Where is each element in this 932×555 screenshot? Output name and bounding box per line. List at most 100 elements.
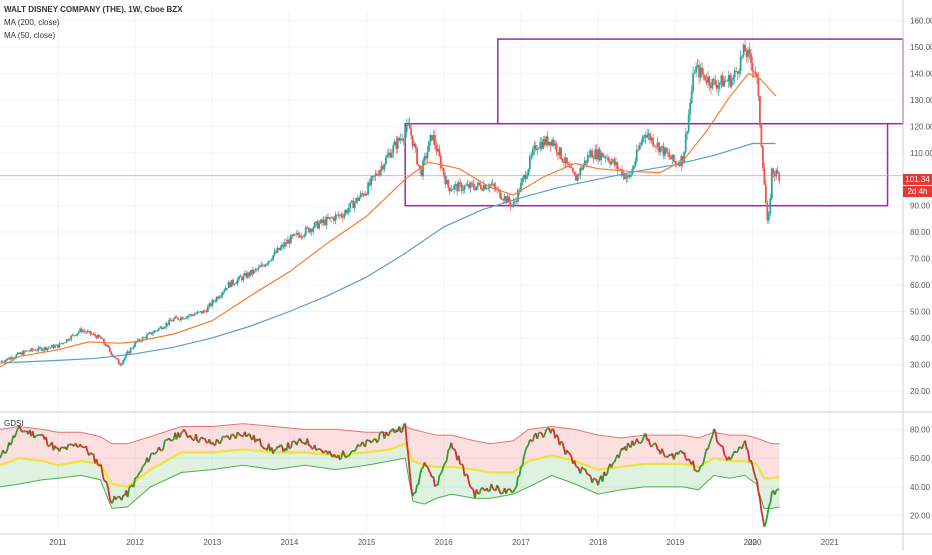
candle-body (32, 349, 34, 351)
gdsi-segment (172, 440, 173, 441)
ma200-legend[interactable]: MA (200, close) (4, 17, 60, 28)
candle-body (513, 202, 515, 204)
candle-body (689, 103, 691, 115)
price-tick-label: 50.00 (910, 307, 931, 316)
candle-body (717, 85, 719, 89)
price-tick-label: 40.00 (910, 334, 931, 343)
candle-body (734, 71, 736, 78)
candle-body (719, 83, 721, 85)
gdsi-segment (184, 430, 185, 432)
candle-body (686, 132, 688, 134)
candle-body (63, 343, 65, 344)
candle-body (438, 149, 440, 156)
price-tick-label: 30.00 (910, 360, 931, 369)
candle-body (148, 333, 150, 334)
time-tick-label: 2017 (512, 538, 530, 547)
candle-body (723, 81, 725, 87)
gdsi-segment (154, 453, 155, 454)
countdown-tag: 2d 4h (903, 186, 932, 197)
candle-body (458, 182, 460, 191)
ma50-line (0, 74, 776, 368)
candle-body (526, 175, 528, 179)
gdsi-segment (527, 445, 528, 447)
candle-body (170, 320, 172, 321)
candle-body (84, 331, 86, 332)
candle-body (240, 276, 242, 277)
candle-body (772, 168, 774, 174)
candle-body (78, 332, 80, 334)
candle-body (226, 288, 228, 289)
gdsi-segment (448, 448, 449, 450)
candle-body (131, 348, 133, 349)
gdsi-segment (190, 435, 191, 437)
candle-body (47, 348, 49, 350)
candle-body (406, 124, 408, 132)
time-tick-label: 2018 (589, 538, 607, 547)
gdsi-segment (698, 471, 699, 472)
candle-body (427, 151, 429, 158)
candle-body (384, 164, 386, 169)
gdsi-segment (281, 445, 282, 447)
gdsi-segment (606, 474, 607, 476)
price-tick-label: 70.00 (910, 255, 931, 264)
gdsi-segment (212, 442, 213, 444)
candle-body (763, 168, 765, 185)
candle-body (312, 228, 314, 232)
gdsi-tick-label: 80.00 (910, 425, 931, 434)
gdsi-tick-label: 60.00 (910, 454, 931, 463)
candle-body (272, 255, 274, 260)
gdsi-segment (21, 430, 22, 432)
candle-body (452, 189, 454, 190)
gdsi-segment (156, 451, 157, 453)
gdsi-legend[interactable]: GDSI (4, 419, 24, 428)
gdsi-segment (718, 443, 719, 444)
gdsi-segment (91, 453, 92, 454)
candle-body (121, 364, 123, 366)
candle-body (493, 184, 495, 187)
candle-body (479, 183, 481, 185)
gdsi-segment (435, 485, 436, 487)
time-tick-label: 2012 (126, 538, 144, 547)
candle-body (440, 156, 442, 168)
candle-body (158, 328, 160, 330)
candle-body (536, 149, 538, 150)
candle-body (223, 291, 225, 293)
gdsi-segment (362, 442, 363, 444)
candle-body (758, 78, 760, 96)
gdsi-segment (237, 432, 238, 434)
ma50-legend[interactable]: MA (50, close) (4, 30, 55, 41)
candle-body (778, 173, 780, 181)
candle-body (755, 72, 757, 74)
candle-body (349, 203, 351, 209)
candle-body (573, 172, 575, 175)
gdsi-segment (493, 488, 494, 489)
candle-body (290, 235, 292, 243)
candle-body (530, 155, 532, 156)
candle-body (376, 174, 378, 175)
gdsi-segment (71, 444, 72, 445)
price-tick-label: 120.00 (910, 122, 932, 131)
candle-body (69, 340, 71, 341)
indicator-pane[interactable] (0, 424, 780, 527)
candle-body (608, 158, 610, 162)
candle-body (94, 334, 96, 336)
candle-body (253, 270, 255, 274)
candle-body (465, 186, 467, 187)
time-tick-label: 2014 (281, 538, 299, 547)
gdsi-segment (512, 491, 513, 492)
gdsi-segment (546, 429, 547, 430)
chart-title: WALT DISNEY COMPANY (THE), 1W, Cboe BZX (4, 4, 183, 15)
candle-body (335, 215, 337, 221)
candle-body (392, 145, 394, 153)
candle-body (532, 149, 534, 155)
candle-body (54, 346, 56, 348)
candle-body (195, 314, 197, 315)
candle-body (265, 264, 267, 266)
gdsi-segment (445, 460, 446, 463)
candle-body (124, 357, 126, 360)
candle-body (765, 185, 767, 204)
gdsi-segment (521, 466, 522, 467)
candle-body (556, 144, 558, 153)
